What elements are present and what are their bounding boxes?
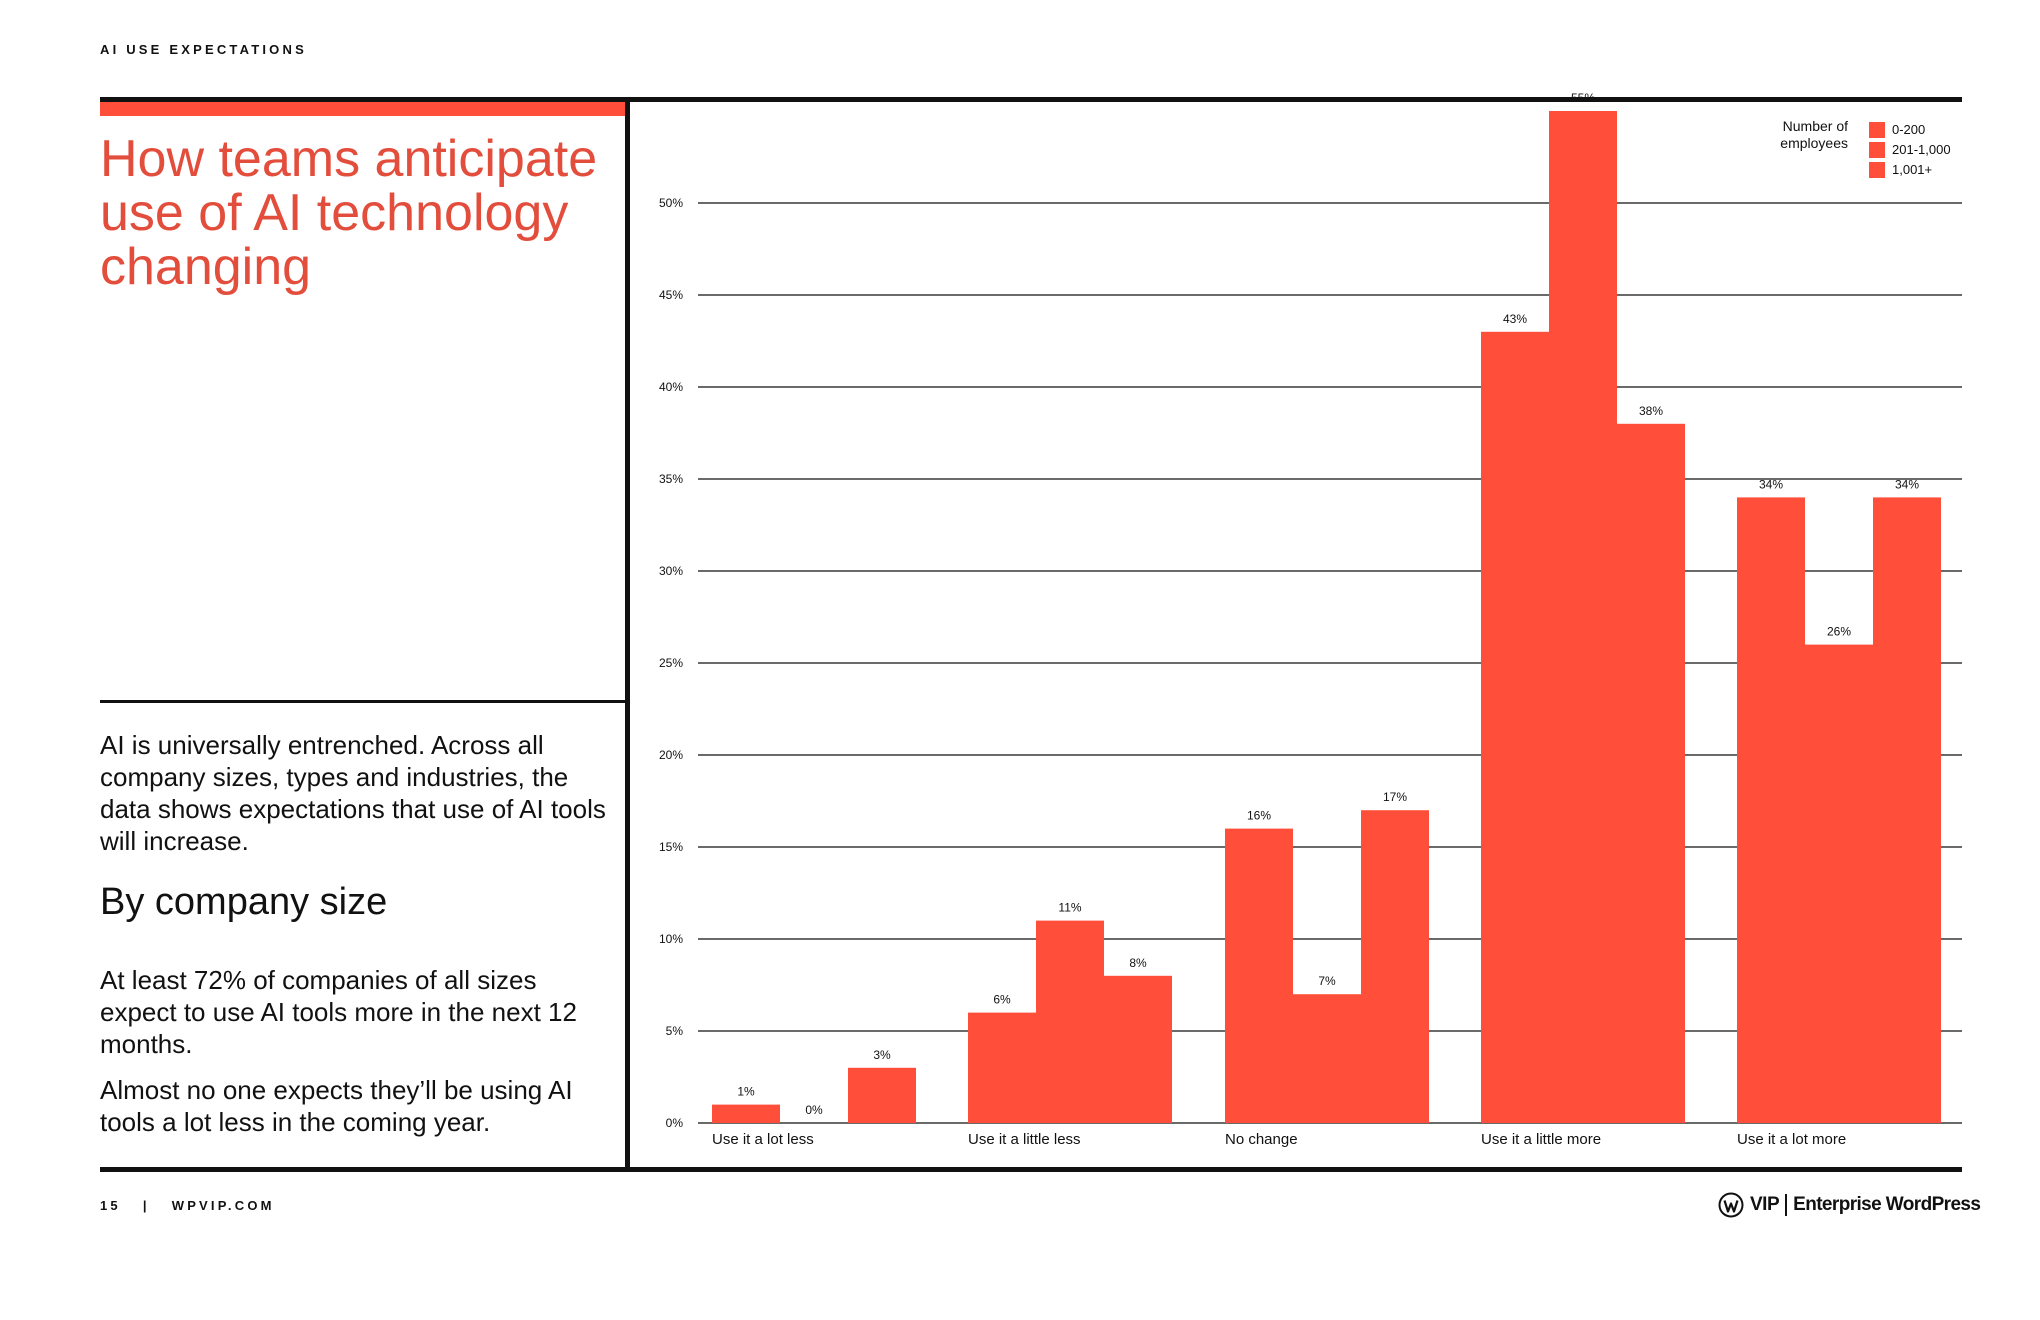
page-number: 15 — [100, 1198, 121, 1213]
page-title: How teams anticipate use of AI technolog… — [100, 130, 598, 296]
y-tick-label: 20% — [659, 748, 683, 762]
data-label: 26% — [1827, 625, 1851, 639]
accent-bar — [100, 102, 625, 116]
legend-swatch — [1869, 122, 1885, 138]
legend-title: employees — [1780, 135, 1848, 151]
bar — [1293, 994, 1361, 1123]
bar — [712, 1104, 780, 1123]
paragraph-less: Almost no one expects they’ll be using A… — [100, 1075, 573, 1137]
x-category-label: Use it a lot more — [1737, 1131, 1846, 1148]
data-label: 8% — [1129, 956, 1147, 970]
y-tick-label: 25% — [659, 656, 683, 670]
brand-logo: VIP Enterprise WordPress — [1718, 1190, 1981, 1220]
data-label: 34% — [1759, 477, 1783, 491]
y-tick-label: 10% — [659, 932, 683, 946]
footer: 15 | WPVIP.COM — [100, 1198, 275, 1213]
legend-label: 1,001+ — [1892, 162, 1932, 177]
bar — [1036, 920, 1104, 1123]
bar — [1361, 810, 1429, 1123]
footer-separator: | — [142, 1198, 150, 1213]
data-label: 3% — [873, 1048, 891, 1062]
wordpress-logo-icon — [1718, 1192, 1744, 1218]
data-label: 17% — [1383, 790, 1407, 804]
x-category-label: Use it a little less — [968, 1131, 1081, 1148]
intro-paragraph: AI is universally entrenched. Across all… — [100, 730, 606, 856]
y-tick-label: 30% — [659, 564, 683, 578]
brand-name: Enterprise WordPress — [1793, 1194, 1981, 1215]
bar — [1737, 497, 1805, 1123]
data-label: 34% — [1895, 477, 1919, 491]
paragraph-growth: At least 72% of companies of all sizes e… — [100, 965, 577, 1059]
bar — [1481, 331, 1549, 1123]
data-label: 43% — [1503, 312, 1527, 326]
data-label: 7% — [1318, 974, 1336, 988]
vertical-rule — [625, 97, 630, 1172]
x-category-label: Use it a little more — [1481, 1131, 1601, 1148]
legend-label: 201-1,000 — [1892, 142, 1951, 157]
bar — [1805, 644, 1873, 1123]
data-label: 1% — [737, 1085, 755, 1099]
data-label: 16% — [1247, 809, 1271, 823]
data-label: 55% — [1571, 91, 1595, 105]
site-link[interactable]: WPVIP.COM — [171, 1198, 275, 1213]
legend-label: 0-200 — [1892, 122, 1925, 137]
x-category-label: No change — [1225, 1131, 1298, 1148]
bar — [1549, 111, 1617, 1123]
bar — [1617, 423, 1685, 1123]
data-label: 11% — [1058, 901, 1081, 915]
legend-swatch — [1869, 142, 1885, 158]
bottom-rule — [100, 1167, 1962, 1172]
y-tick-label: 0% — [666, 1116, 684, 1130]
bar — [848, 1067, 916, 1123]
bar — [1225, 828, 1293, 1123]
y-tick-label: 40% — [659, 380, 683, 394]
bar — [1873, 497, 1941, 1123]
top-rule — [100, 97, 1962, 102]
y-tick-label: 15% — [659, 840, 683, 854]
y-tick-label: 45% — [659, 288, 683, 302]
brand-vip: VIP — [1750, 1194, 1780, 1215]
y-tick-label: 35% — [659, 472, 683, 486]
legend-swatch — [1869, 162, 1885, 178]
bar — [968, 1012, 1036, 1123]
bar — [1104, 975, 1172, 1123]
subhead: By company size — [100, 881, 388, 923]
panel-divider — [100, 700, 625, 703]
y-tick-label: 50% — [659, 196, 683, 210]
x-category-label: Use it a lot less — [712, 1131, 814, 1148]
legend-title: Number of — [1783, 118, 1848, 134]
data-label: 38% — [1639, 404, 1663, 418]
data-label: 0% — [805, 1103, 823, 1117]
section-label: AI USE EXPECTATIONS — [100, 42, 307, 57]
data-label: 6% — [993, 993, 1011, 1007]
brand-divider — [1785, 1194, 1788, 1216]
y-tick-label: 5% — [666, 1024, 684, 1038]
